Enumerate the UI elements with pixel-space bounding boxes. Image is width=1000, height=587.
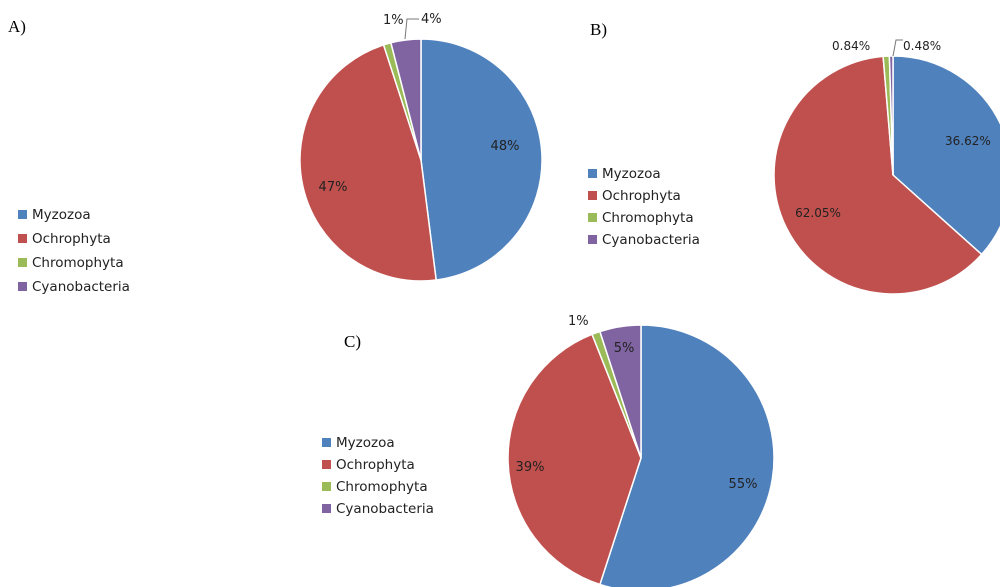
slice-label-chromophyta: 1% xyxy=(383,13,404,28)
slice-label-cyanobacteria: 0.48% xyxy=(903,39,941,53)
legend-swatch-chromophyta xyxy=(322,482,331,491)
legend-swatch-cyanobacteria xyxy=(588,235,597,244)
legend-label-cyanobacteria: Cyanobacteria xyxy=(32,279,130,295)
pie-slice-ochrophyta xyxy=(507,333,642,586)
slice-label-ochrophyta: 39% xyxy=(516,460,545,475)
slice-label-myzozoa: 55% xyxy=(729,477,758,492)
leader-line-cyanobacteria xyxy=(892,39,903,57)
legend-label-chromophyta: Chromophyta xyxy=(336,479,428,495)
pie-a: 48% 47% 1% 4% xyxy=(299,12,543,282)
slice-label-ochrophyta: 47% xyxy=(319,180,348,195)
panel-c-label: C) xyxy=(344,332,361,351)
legend-swatch-chromophyta xyxy=(588,213,597,222)
panel-a-label: A) xyxy=(8,17,26,36)
pie-slice-myzozoa xyxy=(420,38,543,281)
legend-label-myzozoa: Myzozoa xyxy=(32,207,91,223)
legend-label-myzozoa: Myzozoa xyxy=(602,166,661,182)
legend-swatch-myzozoa xyxy=(18,210,27,219)
legend-swatch-ochrophyta xyxy=(588,191,597,200)
slice-label-cyanobacteria: 5% xyxy=(614,341,635,356)
pie-slice-cyanobacteria xyxy=(389,38,422,161)
legend-swatch-chromophyta xyxy=(18,258,27,267)
slice-label-chromophyta: 1% xyxy=(568,314,589,329)
legend-swatch-ochrophyta xyxy=(322,460,331,469)
legend-label-chromophyta: Chromophyta xyxy=(32,255,124,271)
legend-swatch-myzozoa xyxy=(322,438,331,447)
slice-label-chromophyta: 0.84% xyxy=(832,39,870,53)
slice-label-cyanobacteria: 4% xyxy=(421,12,442,27)
legend-swatch-ochrophyta xyxy=(18,234,27,243)
legend-label-cyanobacteria: Cyanobacteria xyxy=(602,232,700,248)
legend-label-ochrophyta: Ochrophyta xyxy=(32,231,111,247)
legend-swatch-cyanobacteria xyxy=(18,282,27,291)
slice-label-myzozoa: 36.62% xyxy=(945,134,991,148)
legend-swatch-myzozoa xyxy=(588,169,597,178)
panel-b: B) 36.62% 62.05% 0.84% 0.48% Myzozoa Ochroph… xyxy=(588,20,1000,295)
legend-a: Myzozoa Ochrophyta Chromophyta Cyanobacteri… xyxy=(18,207,130,295)
slice-label-ochrophyta: 62.05% xyxy=(795,206,841,220)
pie-slice-cyanobacteria xyxy=(888,55,894,176)
pie-b: 36.62% 62.05% 0.84% 0.48% xyxy=(773,39,1000,295)
legend-label-ochrophyta: Ochrophyta xyxy=(336,457,415,473)
legend-label-chromophyta: Chromophyta xyxy=(602,210,694,226)
legend-swatch-cyanobacteria xyxy=(322,504,331,513)
panel-b-label: B) xyxy=(590,20,607,39)
panel-a: A) 48% 47% 1% 4% Myzozoa Ochrophyta Chromophy… xyxy=(8,12,543,295)
legend-c: Myzozoa Ochrophyta Chromophyta Cyanobacteri… xyxy=(322,435,434,517)
legend-label-ochrophyta: Ochrophyta xyxy=(602,188,681,204)
pie-slice-myzozoa xyxy=(892,55,1000,256)
slice-label-myzozoa: 48% xyxy=(491,139,520,154)
panel-c: C) 55% 39% 5% 1% Myzozoa Ochrophyta Chromophy… xyxy=(322,314,775,587)
legend-label-myzozoa: Myzozoa xyxy=(336,435,395,451)
legend-b: Myzozoa Ochrophyta Chromophyta Cyanobacteri… xyxy=(588,166,700,248)
legend-label-cyanobacteria: Cyanobacteria xyxy=(336,501,434,517)
pie-c: 55% 39% 5% 1% xyxy=(507,314,775,587)
pie-slice-ochrophyta xyxy=(773,55,983,295)
pie-slice-cyanobacteria xyxy=(598,324,642,459)
pie-slice-myzozoa xyxy=(598,324,775,587)
leader-line-cyanobacteria xyxy=(404,18,419,40)
